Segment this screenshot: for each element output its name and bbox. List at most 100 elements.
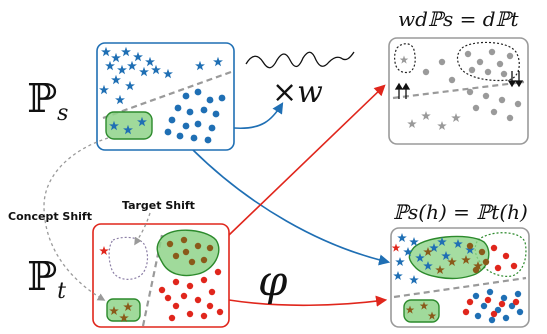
source-dot bbox=[194, 88, 202, 96]
source-distribution-label: ℙs bbox=[27, 76, 68, 126]
importance-dot bbox=[506, 52, 514, 60]
importance-decision-boundary bbox=[392, 80, 525, 100]
target-dot bbox=[208, 288, 216, 296]
invariance-dot bbox=[472, 266, 480, 274]
source-dot bbox=[164, 128, 172, 136]
source-dot bbox=[206, 96, 214, 104]
source-dot bbox=[174, 104, 182, 112]
source-dot bbox=[212, 110, 220, 118]
upweight-arrows bbox=[394, 82, 411, 99]
invariance-decision-boundary bbox=[393, 276, 527, 299]
target-dot bbox=[172, 302, 180, 310]
source-star bbox=[213, 56, 223, 67]
source-star bbox=[127, 60, 137, 71]
importance-star bbox=[437, 121, 447, 131]
importance-star bbox=[421, 111, 431, 121]
downweight-arrows bbox=[507, 71, 524, 88]
target-dot bbox=[206, 244, 214, 252]
invariance-dot bbox=[486, 288, 494, 296]
source-dot bbox=[182, 92, 190, 100]
source-dot bbox=[168, 116, 176, 124]
invariance-dot bbox=[472, 292, 480, 300]
target-dot bbox=[158, 286, 166, 294]
target-dot bbox=[200, 256, 208, 264]
importance-dot bbox=[438, 58, 446, 66]
importance-dot bbox=[422, 68, 430, 76]
source-dot bbox=[208, 124, 216, 132]
target-dot bbox=[194, 296, 202, 304]
arrow-concept-shift bbox=[43, 137, 109, 301]
target-dot bbox=[186, 282, 194, 290]
importance-dot bbox=[498, 96, 506, 104]
target-dot bbox=[194, 242, 202, 250]
invariance-dot bbox=[466, 242, 474, 250]
invariance-dot bbox=[480, 302, 488, 310]
source-dot bbox=[176, 132, 184, 140]
importance-star bbox=[407, 119, 417, 129]
source-star bbox=[117, 64, 127, 75]
source-dot bbox=[194, 120, 202, 128]
invariance-dot bbox=[466, 298, 474, 306]
source-green-region bbox=[105, 111, 153, 140]
source-dot bbox=[190, 134, 198, 142]
target-shift-outline bbox=[108, 236, 149, 280]
invariance-dot bbox=[502, 252, 510, 260]
source-star bbox=[115, 94, 125, 105]
source-star bbox=[139, 66, 149, 77]
target-dot bbox=[180, 236, 188, 244]
target-dot bbox=[200, 312, 208, 320]
source-box bbox=[96, 42, 235, 151]
invariance-dot bbox=[498, 300, 506, 308]
arrow-target-to-importance bbox=[228, 84, 386, 236]
arrow-source-to-importance bbox=[233, 102, 284, 129]
source-dot bbox=[186, 108, 194, 116]
source-star bbox=[99, 84, 109, 95]
invariance-dot bbox=[494, 264, 502, 272]
source-star bbox=[111, 52, 121, 63]
invariance-dot bbox=[508, 302, 516, 310]
source-decision-boundary bbox=[102, 70, 232, 120]
source-star bbox=[151, 64, 161, 75]
target-dot bbox=[188, 258, 196, 266]
invariance-dot bbox=[490, 244, 498, 252]
target-dot bbox=[180, 292, 188, 300]
invariance-dot bbox=[500, 294, 508, 302]
target-dot bbox=[164, 294, 172, 302]
target-dot bbox=[166, 240, 174, 248]
target-dot bbox=[200, 276, 208, 284]
invariance-dot bbox=[490, 310, 498, 318]
invariance-dot bbox=[462, 308, 470, 316]
importance-dot bbox=[500, 70, 508, 78]
weight-wave bbox=[245, 51, 355, 69]
invariance-dot bbox=[478, 248, 486, 256]
importance-dot bbox=[476, 58, 484, 66]
importance-dot bbox=[468, 66, 476, 74]
importance-dot bbox=[464, 50, 472, 58]
importance-dot bbox=[490, 108, 498, 116]
importance-dot bbox=[488, 48, 496, 56]
target-dot bbox=[172, 252, 180, 260]
invariance-star bbox=[397, 233, 407, 243]
source-star bbox=[101, 46, 111, 57]
importance-dot bbox=[448, 76, 456, 84]
invariance-dot bbox=[482, 258, 490, 266]
importance-dot bbox=[472, 104, 480, 112]
source-star bbox=[105, 60, 115, 71]
importance-equation: wdℙs = dℙt bbox=[398, 7, 520, 31]
source-dot bbox=[204, 136, 212, 144]
target-dot bbox=[216, 308, 224, 316]
target-shift-label: Target Shift bbox=[122, 199, 195, 212]
invariance-star bbox=[395, 257, 405, 267]
source-star bbox=[195, 60, 205, 71]
target-dot bbox=[168, 314, 176, 322]
arrow-target-to-invariance bbox=[228, 295, 388, 307]
source-dot bbox=[182, 122, 190, 130]
target-box bbox=[92, 223, 230, 328]
importance-star bbox=[451, 113, 461, 123]
invariance-star bbox=[393, 271, 403, 281]
target-dot bbox=[214, 268, 222, 276]
invariance-equation: ℙs(h) = ℙt(h) bbox=[393, 200, 528, 224]
target-decision-boundary bbox=[141, 234, 164, 327]
